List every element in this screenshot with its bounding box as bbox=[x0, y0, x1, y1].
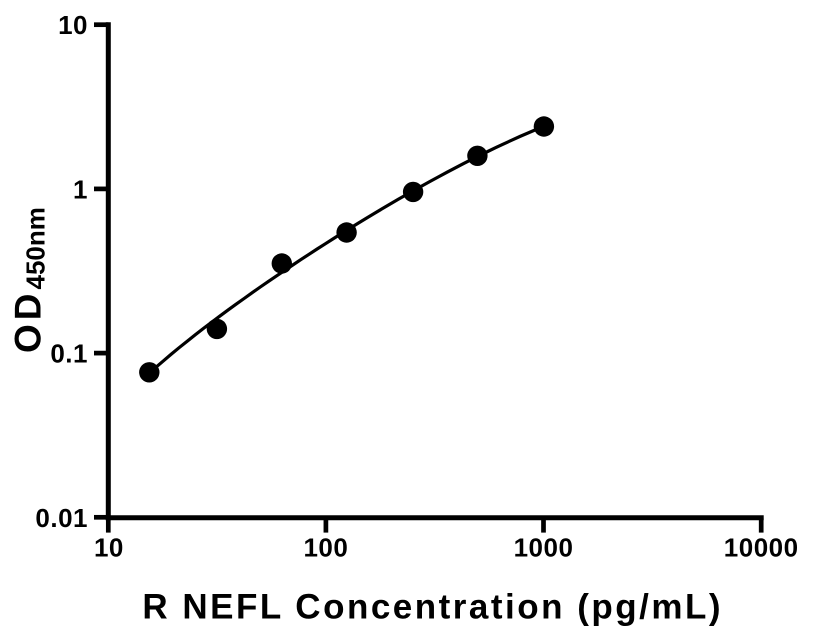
svg-text:10: 10 bbox=[94, 532, 124, 562]
svg-text:OD450nm: OD450nm bbox=[8, 207, 51, 353]
svg-text:10: 10 bbox=[58, 10, 88, 40]
svg-text:1: 1 bbox=[73, 174, 88, 204]
svg-text:R NEFL Concentration (pg/mL): R NEFL Concentration (pg/mL) bbox=[142, 587, 723, 626]
svg-text:0.1: 0.1 bbox=[50, 339, 88, 369]
svg-text:0.01: 0.01 bbox=[35, 503, 88, 533]
svg-text:10000: 10000 bbox=[724, 532, 799, 562]
svg-text:100: 100 bbox=[303, 532, 348, 562]
svg-text:1000: 1000 bbox=[514, 532, 574, 562]
